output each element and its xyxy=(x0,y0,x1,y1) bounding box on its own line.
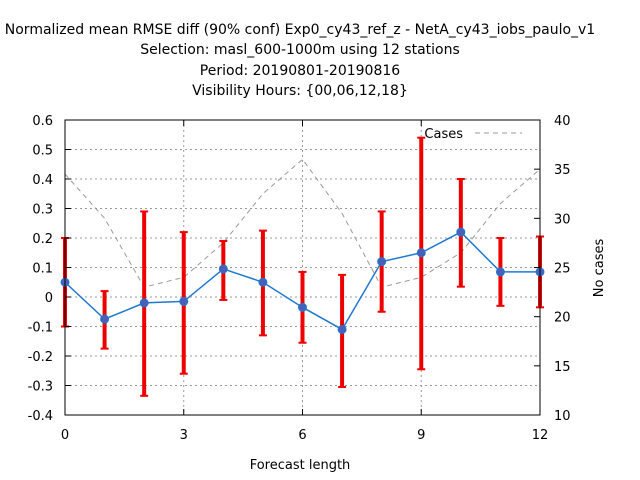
y2-tick-label-1: 15 xyxy=(554,360,571,375)
x-tick-label-0: 0 xyxy=(61,428,69,443)
data-point-4 xyxy=(218,264,228,274)
y-axis: -0.4 -0.3 -0.2 -0.1 0 0.1 0.2 0.3 0.4 0.5 0.6 xyxy=(28,114,71,424)
title-line-3: Period: 20190801-20190816 xyxy=(200,63,400,79)
x-tick-label-2: 6 xyxy=(298,428,306,443)
title-line-4: Visibility Hours: {00,06,12,18} xyxy=(192,83,408,99)
y-tick-label-8: 0.4 xyxy=(32,173,53,188)
y2-tick-label-3: 25 xyxy=(554,262,571,277)
x-axis: 0 3 6 9 12 xyxy=(61,120,548,443)
y2-tick-label-2: 20 xyxy=(554,311,571,326)
data-point-6 xyxy=(298,302,307,312)
title-line-2: Selection: masl_600-1000m using 12 stati… xyxy=(140,42,460,58)
x-axis-label: Forecast length xyxy=(250,458,351,473)
y2-axis-label: No cases xyxy=(592,239,607,298)
y-tick-label-5: 0.1 xyxy=(32,262,53,277)
data-point-7 xyxy=(337,324,347,334)
data-point-8 xyxy=(377,257,387,267)
y2-tick-label-6: 40 xyxy=(554,114,571,129)
y-tick-label-7: 0.3 xyxy=(32,203,53,218)
y-tick-label-6: 0.2 xyxy=(32,232,53,247)
y2-tick-label-5: 35 xyxy=(554,163,571,178)
grid xyxy=(65,120,540,415)
y-tick-label-0: -0.4 xyxy=(28,409,53,424)
y-tick-label-3: -0.1 xyxy=(28,321,53,336)
y2-tick-label-4: 30 xyxy=(554,212,571,227)
y-tick-label-9: 0.5 xyxy=(32,144,53,159)
data-point-10 xyxy=(456,227,466,237)
data-point-5 xyxy=(258,277,268,287)
chart-title: Normalized mean RMSE diff (90% conf) Exp… xyxy=(5,22,595,99)
legend-label-cases: Cases xyxy=(424,127,463,142)
data-point-11 xyxy=(495,267,505,277)
data-point-3 xyxy=(179,296,189,306)
y-tick-label-2: -0.2 xyxy=(28,350,53,365)
title-line-1: Normalized mean RMSE diff (90% conf) Exp… xyxy=(5,22,595,38)
data-point-9 xyxy=(416,248,426,258)
y-tick-label-1: -0.3 xyxy=(28,380,53,395)
y-tick-label-10: 0.6 xyxy=(32,114,53,129)
y-tick-label-4: 0 xyxy=(45,291,53,306)
x-tick-label-4: 12 xyxy=(532,428,549,443)
y2-axis: 10 15 20 25 30 35 40 xyxy=(534,114,571,424)
data-point-1 xyxy=(100,314,110,324)
legend: Cases xyxy=(424,127,522,142)
x-tick-label-1: 3 xyxy=(180,428,188,443)
data-point-2 xyxy=(139,298,149,308)
y2-tick-label-0: 10 xyxy=(554,409,571,424)
x-tick-label-3: 9 xyxy=(417,428,425,443)
